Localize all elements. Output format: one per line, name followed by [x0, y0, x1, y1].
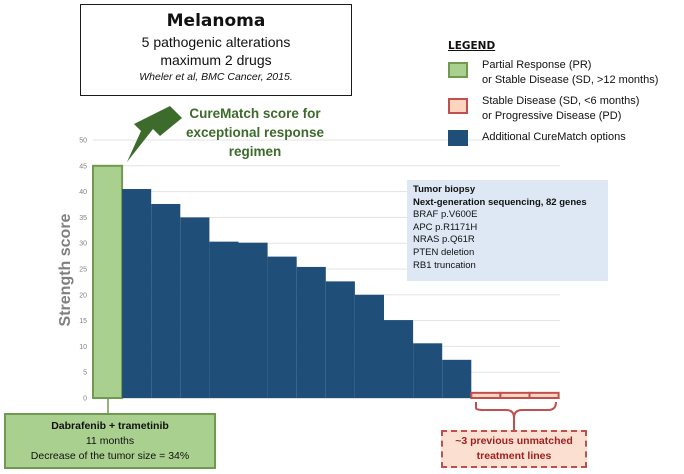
bar	[325, 281, 355, 398]
legend-title: LEGEND	[448, 40, 496, 52]
y-tick-label: 10	[79, 344, 87, 351]
legend: LEGEND Partial Response (PR) or Stable Di…	[448, 40, 678, 146]
y-tick-label: 20	[79, 292, 87, 299]
y-tick-label: 30	[79, 241, 87, 248]
bar	[180, 217, 210, 398]
bar	[470, 391, 502, 399]
legend-swatch-sd	[448, 98, 468, 114]
alteration-item: BRAF p.V600E	[413, 209, 478, 221]
alteration-item: NRAS p.Q61R	[413, 234, 475, 246]
dabrafenib-duration: 11 months	[85, 435, 135, 447]
y-tick-label: 40	[79, 189, 87, 196]
tumor-biopsy-box: Tumor biopsy Next-generation sequencing,…	[407, 180, 608, 281]
y-tick-label: 0	[83, 396, 87, 403]
bar	[499, 391, 531, 399]
legend-swatch-pr	[448, 62, 468, 78]
bar	[209, 241, 239, 398]
dabrafenib-box: Dabrafenib + trametinib 11 months Decrea…	[4, 413, 216, 469]
previous-lines-box: ~3 previous unmatched treatment lines	[441, 430, 587, 468]
legend-label-sd-1: Stable Disease (SD, <6 months)	[482, 95, 640, 107]
chart-title: Melanoma	[166, 11, 266, 31]
title-box: Melanoma 5 pathogenic alterations maximu…	[80, 4, 352, 96]
y-tick-label: 5	[83, 370, 87, 377]
subtitle-alterations: 5 pathogenic alterations	[141, 34, 291, 50]
y-axis-label: Strength score	[57, 213, 74, 326]
legend-label-sd-2: or Progressive Disease (PD)	[482, 110, 622, 122]
legend-label-additional: Additional CureMatch options	[482, 131, 626, 143]
citation: Wheler et al, BMC Cancer, 2015.	[139, 71, 293, 83]
y-tick-label: 50	[79, 138, 87, 145]
bar	[267, 256, 297, 398]
tumor-biopsy-title: Tumor biopsy	[413, 184, 476, 195]
bar	[238, 242, 268, 398]
bar	[384, 320, 414, 398]
bar	[151, 203, 181, 398]
curematch-label: CureMatch score for exceptional response…	[160, 104, 350, 161]
alteration-item: RB1 truncation	[413, 259, 476, 271]
bar	[354, 294, 384, 398]
y-tick-label: 35	[79, 215, 87, 222]
y-tick-labels: 0 5 10 15 20 25 30 35 40 45 50	[79, 138, 87, 403]
curematch-label-line3: regimen	[228, 144, 282, 159]
curematch-label-line2: exceptional response	[185, 125, 325, 140]
alteration-item: PTEN deletion	[413, 246, 475, 258]
bar	[413, 343, 443, 398]
legend-swatch-additional	[448, 130, 468, 146]
legend-label-pr-2: or Stable Disease (SD, >12 months)	[482, 74, 659, 86]
bar	[92, 164, 124, 399]
y-tick-label: 25	[79, 267, 87, 274]
bar	[442, 359, 472, 398]
bar	[296, 266, 326, 398]
curematch-label-line1: CureMatch score for	[189, 106, 321, 121]
previous-lines-line2: treatment lines	[476, 450, 552, 462]
subtitle-drugs: maximum 2 drugs	[160, 52, 272, 68]
bars	[92, 164, 560, 399]
y-tick-label: 45	[79, 163, 87, 170]
bracket	[475, 401, 557, 419]
dabrafenib-tumor-decrease: Decrease of the tumor size = 34%	[30, 450, 190, 462]
bar	[122, 189, 152, 398]
bar	[528, 391, 560, 399]
arrow-icon	[127, 106, 182, 162]
tumor-biopsy-subtitle: Next-generation sequencing, 82 genes	[413, 196, 587, 208]
legend-label-pr-1: Partial Response (PR)	[482, 59, 592, 71]
alteration-item: APC p.R1171H	[413, 221, 478, 233]
y-tick-label: 15	[79, 318, 87, 325]
dabrafenib-regimen: Dabrafenib + trametinib	[51, 420, 169, 432]
previous-lines-line1: ~3 previous unmatched	[455, 435, 573, 447]
